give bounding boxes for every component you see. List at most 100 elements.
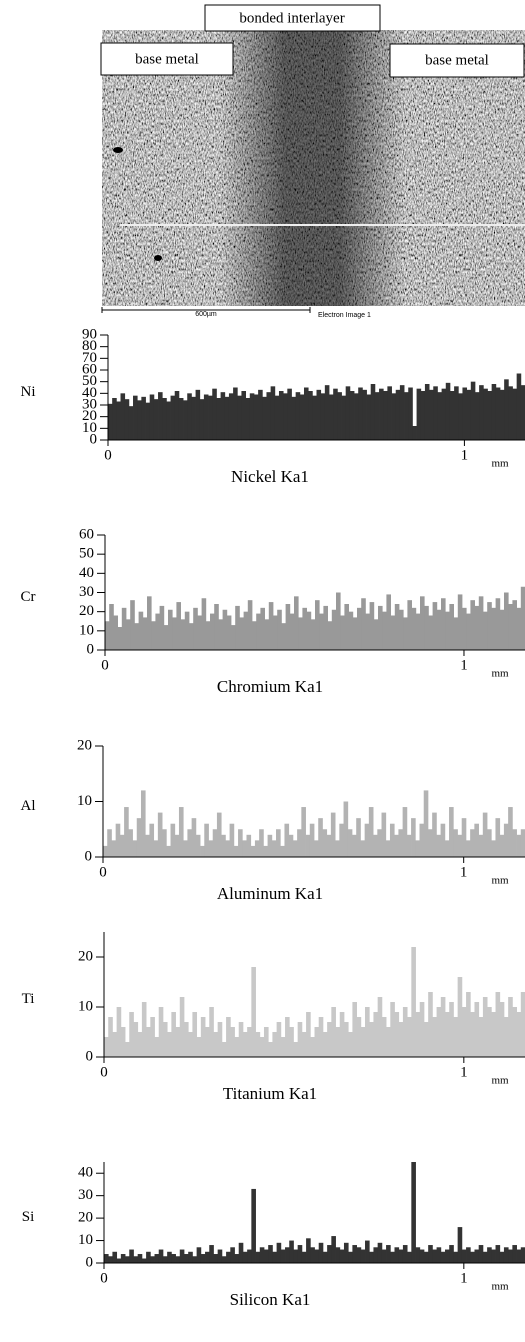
bar	[270, 386, 276, 440]
bar	[470, 1251, 475, 1263]
bar	[381, 1249, 387, 1263]
bar	[408, 387, 413, 440]
bar	[213, 1254, 219, 1263]
bar	[108, 1017, 113, 1057]
bar	[128, 829, 133, 857]
bar	[222, 609, 228, 650]
bar	[147, 596, 152, 650]
bar	[340, 615, 345, 650]
bar	[394, 604, 400, 650]
bar	[268, 1245, 273, 1263]
bar	[320, 393, 326, 440]
bar	[158, 392, 163, 440]
bar	[172, 617, 177, 650]
bar	[318, 1017, 324, 1057]
region-label: bonded interlayer	[239, 10, 344, 26]
bar	[187, 829, 193, 857]
line-scan-chart: 0 10 20 30 40 50 60 0 1 mm Cr Chromium Ka1	[21, 526, 525, 696]
bar	[491, 607, 496, 650]
bar	[146, 1027, 151, 1057]
bar	[237, 395, 242, 440]
bar	[191, 818, 197, 857]
bar	[457, 834, 463, 857]
bar	[216, 398, 221, 440]
bar	[440, 1251, 446, 1263]
bar	[251, 967, 256, 1057]
bar	[155, 613, 160, 650]
bar	[179, 997, 185, 1057]
bar	[234, 1037, 240, 1057]
bar	[180, 619, 186, 650]
bar	[175, 1027, 181, 1057]
bar	[221, 834, 226, 857]
bar	[151, 621, 156, 650]
bar	[449, 1002, 454, 1057]
bar	[420, 391, 426, 440]
y-tick-label: 40	[82, 385, 97, 401]
bar	[324, 385, 330, 440]
bar	[453, 829, 458, 857]
bar	[168, 609, 173, 650]
bar	[224, 396, 230, 440]
bar	[423, 1251, 429, 1263]
bar	[327, 1022, 332, 1057]
bar	[433, 386, 438, 440]
bar	[360, 840, 366, 857]
bar	[314, 1027, 320, 1057]
bar	[250, 845, 256, 857]
bar	[491, 1249, 496, 1263]
bar	[520, 1247, 525, 1263]
bar	[390, 1002, 395, 1057]
y-tick-label: 40	[78, 1165, 93, 1181]
bar	[247, 1027, 252, 1057]
bar	[116, 1007, 122, 1057]
bar	[516, 834, 522, 857]
bar	[162, 398, 167, 440]
bar	[423, 790, 429, 857]
bar	[449, 1245, 454, 1263]
bar	[272, 1251, 278, 1263]
bar	[399, 609, 404, 650]
bar	[508, 604, 513, 650]
x-tick-label: 1	[460, 657, 468, 673]
y-tick-label: 10	[77, 793, 92, 809]
bar	[356, 1017, 362, 1057]
bar	[277, 609, 282, 650]
bar	[133, 395, 138, 440]
bar	[314, 1249, 320, 1263]
bar	[318, 1242, 324, 1263]
bar	[187, 393, 192, 440]
bar	[441, 388, 447, 440]
bar	[440, 823, 446, 857]
y-axis-label: Si	[22, 1209, 35, 1225]
bar	[416, 388, 422, 440]
bar	[112, 1032, 118, 1057]
chart-title: Nickel Ka1	[231, 467, 309, 486]
bar	[209, 1245, 214, 1263]
bar	[483, 611, 488, 650]
bar	[192, 1012, 198, 1057]
bar	[288, 834, 294, 857]
bar	[105, 621, 110, 650]
bar	[299, 394, 305, 440]
bar	[461, 1007, 467, 1057]
bar	[120, 393, 126, 440]
bar	[503, 823, 509, 857]
bar	[302, 607, 307, 650]
pore	[113, 147, 123, 153]
x-tick-label: 0	[100, 1270, 108, 1286]
chart-title: Silicon Ka1	[230, 1290, 311, 1309]
bar	[406, 834, 412, 857]
bar	[445, 382, 451, 440]
bar	[457, 594, 463, 650]
bar	[280, 1249, 286, 1263]
bar	[276, 1022, 282, 1057]
sem-image: 600µm Electron Image 1 bonded interlayer…	[100, 4, 525, 324]
bar	[285, 1247, 290, 1263]
bar	[298, 617, 303, 650]
bar	[415, 613, 421, 650]
bar	[276, 829, 281, 857]
bar	[280, 845, 285, 857]
bar	[329, 394, 334, 440]
